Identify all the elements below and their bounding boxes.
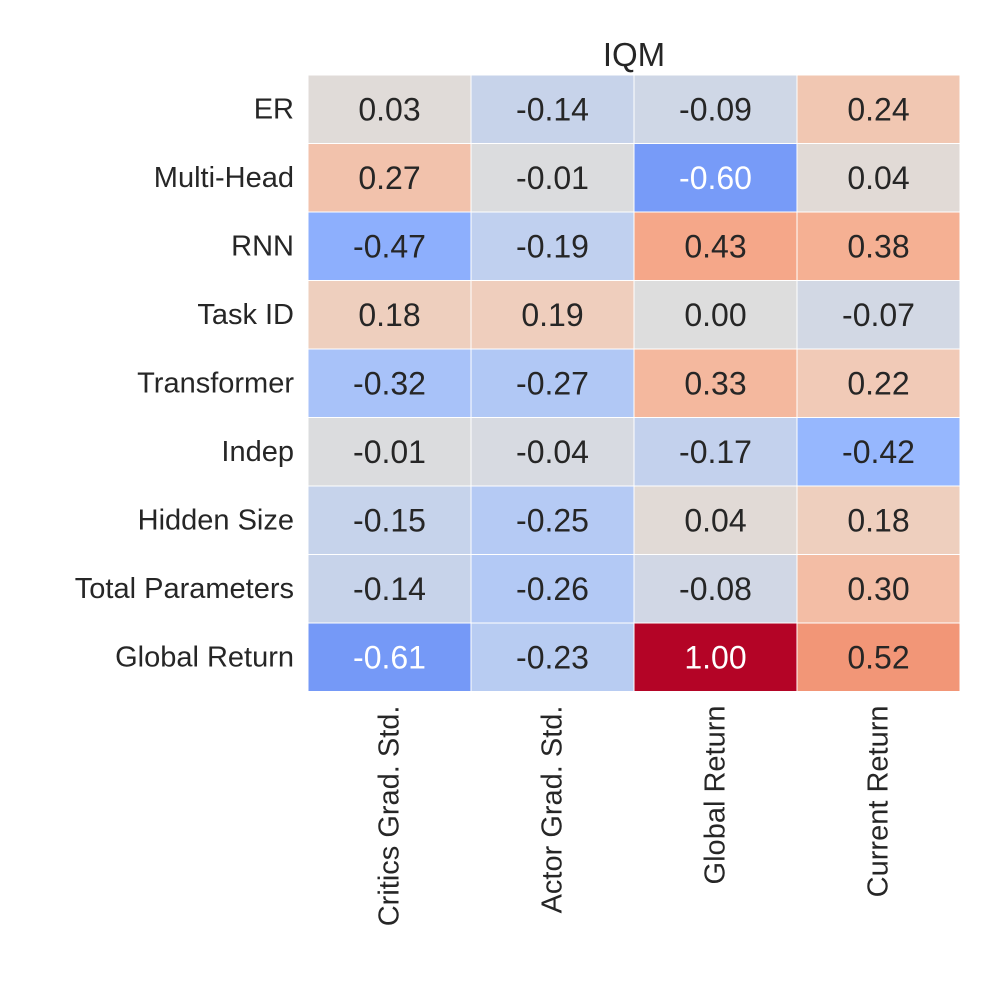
heatmap-cell (470, 622, 635, 692)
cell-value-label: -0.14 (353, 571, 426, 607)
heatmap-cell (633, 554, 798, 624)
cell-value-label: -0.42 (842, 434, 915, 470)
row-labels-layer: ER Multi-Head RNN Task ID Transformer Indep Hi… (75, 93, 295, 673)
row-tick-label: Global Return (115, 641, 294, 673)
cell-value-label: -0.07 (842, 297, 915, 333)
heatmap-cell (796, 143, 961, 213)
heatmap-cell (307, 348, 472, 418)
heatmap-cell (633, 622, 798, 692)
cell-value-label: -0.23 (516, 639, 589, 675)
cell-value-label: 0.24 (847, 91, 909, 127)
heatmap-cell (470, 280, 635, 350)
heatmap-cell (796, 280, 961, 350)
heatmap-cell (796, 74, 961, 144)
heatmap-cell (633, 74, 798, 144)
heatmap-cell (307, 485, 472, 555)
heatmap-cell (470, 417, 635, 487)
heatmap-cell (633, 417, 798, 487)
cell-value-label: 0.43 (684, 228, 746, 264)
heatmap-cell (470, 348, 635, 418)
cell-value-label: -0.26 (516, 571, 589, 607)
cell-value-label: 0.22 (847, 365, 909, 401)
row-tick-label: ER (254, 93, 294, 125)
row-tick-label: Indep (221, 436, 294, 468)
cell-value-label: -0.14 (516, 91, 589, 127)
cell-value-label: 0.18 (358, 297, 420, 333)
row-tick-label: Total Parameters (75, 573, 294, 605)
cell-value-label: 0.30 (847, 571, 909, 607)
row-tick-label: Transformer (137, 367, 294, 399)
column-tick-label: Critics Grad. Std. (374, 706, 406, 927)
cell-value-label: -0.17 (679, 434, 752, 470)
column-tick-label: Global Return (700, 706, 732, 885)
row-tick-label: Multi-Head (154, 162, 294, 194)
heatmap-cell (633, 485, 798, 555)
cell-value-label: 0.00 (684, 297, 746, 333)
heatmap-cell (796, 622, 961, 692)
heatmap-cell (633, 280, 798, 350)
cell-value-label: 0.04 (684, 502, 746, 538)
heatmap-cell (796, 485, 961, 555)
cell-value-label: -0.25 (516, 502, 589, 538)
cell-value-label: 0.19 (521, 297, 583, 333)
cell-value-label: -0.61 (353, 639, 426, 675)
cell-value-label: -0.01 (516, 160, 589, 196)
cell-value-label: -0.60 (679, 160, 752, 196)
heatmap-cell (796, 417, 961, 487)
cell-value-label: 0.38 (847, 228, 909, 264)
heatmap-cell (796, 348, 961, 418)
col-labels-layer: Critics Grad. Std. Actor Grad. Std. Global… (374, 706, 895, 927)
cell-value-label: -0.01 (353, 434, 426, 470)
heatmap-cell (307, 554, 472, 624)
column-tick-label: Current Return (863, 706, 895, 898)
cell-value-label: 0.18 (847, 502, 909, 538)
cell-value-label: 0.04 (847, 160, 909, 196)
cell-value-label: -0.15 (353, 502, 426, 538)
heatmap-cell (307, 280, 472, 350)
cell-value-label: 0.27 (358, 160, 420, 196)
row-tick-label: Hidden Size (138, 504, 294, 536)
heatmap-cell (470, 74, 635, 144)
row-tick-label: RNN (231, 230, 294, 262)
heatmap-cell (796, 211, 961, 281)
row-tick-label: Task ID (197, 299, 294, 331)
heatmap-cell (470, 211, 635, 281)
heatmap-cell (307, 74, 472, 144)
cell-value-label: -0.08 (679, 571, 752, 607)
heatmap-cell (470, 143, 635, 213)
heatmap-cell (633, 348, 798, 418)
cell-value-label: 0.33 (684, 365, 746, 401)
column-tick-label: Actor Grad. Std. (537, 706, 569, 914)
cell-value-label: -0.27 (516, 365, 589, 401)
heatmap-cell (307, 417, 472, 487)
cell-value-label: -0.32 (353, 365, 426, 401)
cells-layer: 0.03 -0.14 -0.09 0.24 0.27 -0.01 -0.60 0.04 -0.4… (307, 74, 961, 692)
cell-value-label: 0.03 (358, 91, 420, 127)
cell-value-label: -0.09 (679, 91, 752, 127)
cell-value-label: -0.19 (516, 228, 589, 264)
cell-value-label: -0.04 (516, 434, 589, 470)
cell-value-label: 1.00 (684, 639, 746, 675)
heatmap-cell (307, 143, 472, 213)
chart-title: IQM (603, 36, 665, 73)
cell-value-label: -0.47 (353, 228, 426, 264)
cell-value-label: 0.52 (847, 639, 909, 675)
